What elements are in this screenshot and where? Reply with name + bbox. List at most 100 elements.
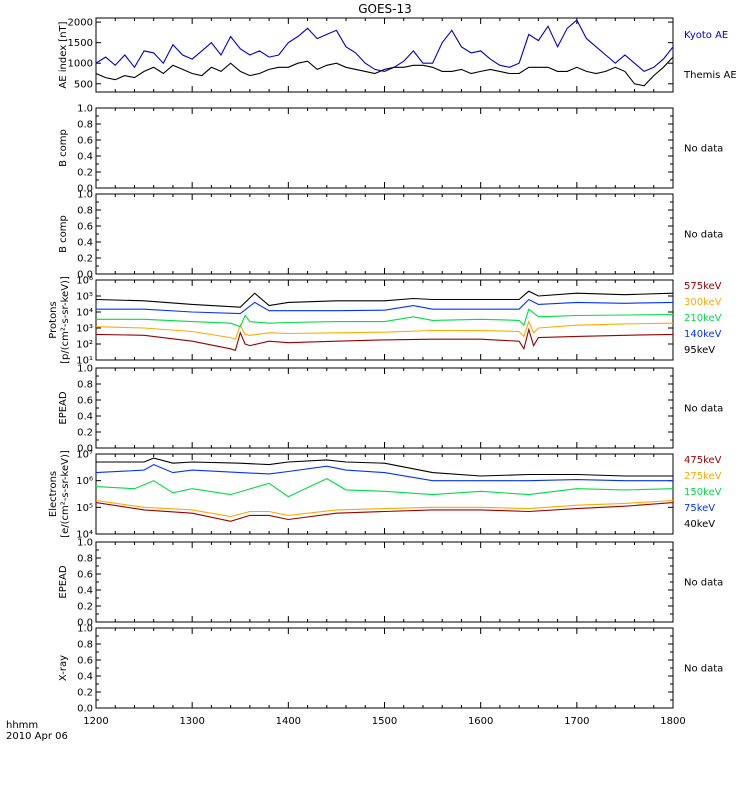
no-data-label: No data [684,578,723,589]
y-tick-label: 10⁴ [76,530,93,541]
y-tick-label: 0.6 [77,570,93,581]
legend-label: 475keV [684,455,722,466]
y-tick-label: 10⁵ [76,292,93,303]
x-tick-label: 1500 [372,716,397,727]
y-tick-label: 1.0 [77,624,93,635]
no-data-label: No data [684,144,723,155]
y-axis-label: X-ray [58,655,69,681]
y-axis-label: EPEAD [58,565,69,599]
y-tick-label: 0.0 [77,444,93,455]
x-axis-label: hhmm [6,720,38,731]
y-tick-label: 1.0 [77,190,93,201]
panel-b2: 0.0 0.2 0.4 0.6 0.8 1.0 B comp No data [58,190,723,281]
y-tick-label: 0.8 [77,206,93,217]
y-tick-label: 0.4 [77,672,93,683]
x-tick-label: 1600 [468,716,493,727]
y-tick-label: 0.8 [77,640,93,651]
y-tick-label: 0.0 [77,270,93,281]
legend-label: Themis AE [683,70,737,81]
panel-xray: 0.0 0.2 0.4 0.6 0.8 1.0 X-ray No data [58,624,723,715]
x-axis-date-label: 2010 Apr 06 [6,731,68,742]
series-line-40kev [96,457,673,477]
legend-label: 300keV [684,297,722,308]
y-tick-label: 10³ [76,324,93,335]
y-axis-label: Electrons [48,471,59,517]
panel-b1: 0.0 0.2 0.4 0.6 0.8 1.0 B comp No data [58,104,723,195]
series-line-575kev [96,327,673,352]
y-tick-label: 1.0 [77,104,93,115]
y-tick-label: 0.4 [77,152,93,163]
y-tick-label: 10⁴ [76,308,93,319]
y-tick-label: 0.6 [77,136,93,147]
y-axis-label: B comp [58,129,69,167]
y-tick-label: 0.0 [77,618,93,629]
series-line-kyoto-ae [96,19,673,73]
series-line-themis-ae [96,56,673,87]
legend-label: 575keV [684,281,722,292]
y-tick-label: 10⁶ [76,476,93,487]
series-line-95kev [96,290,673,308]
series-line-210kev [96,308,673,328]
x-tick-label: 1300 [179,716,204,727]
x-tick-label: 1400 [276,716,301,727]
y-tick-label: 10⁵ [76,503,93,514]
series-line-140kev [96,298,673,315]
no-data-label: No data [684,230,723,241]
y-tick-label: 1000 [68,59,93,70]
y-tick-label: 0.0 [77,184,93,195]
y-axis-label: Protons [48,301,59,338]
y-tick-label: 500 [74,79,93,90]
y-axis-label: EPEAD [58,391,69,425]
legend-label: 95keV [684,345,715,356]
y-tick-label: 10² [76,340,93,351]
y-tick-label: 0.2 [77,254,93,265]
x-tick-label: 1700 [564,716,589,727]
panel-electrons: 10⁴ 10⁵ 10⁶ 10⁷ Electrons [e/(cm²-s-sr-keV)] 4… [48,450,722,541]
series-line-300kev [96,320,673,340]
y-tick-label: 0.8 [77,120,93,131]
y-tick-label: 2000 [68,18,93,29]
y-tick-label: 0.2 [77,688,93,699]
legend-label: 150keV [684,487,722,498]
y-tick-label: 0.0 [77,704,93,715]
y-tick-label: 1500 [68,38,93,49]
y-axis-label: AE index [nT] [58,21,69,88]
series-line-75kev [96,463,673,482]
y-tick-label: 0.4 [77,586,93,597]
panel-epead1: 0.0 0.2 0.4 0.6 0.8 1.0 EPEAD No data [58,364,723,455]
y-tick-label: 1.0 [77,364,93,375]
y-tick-label: 0.6 [77,396,93,407]
figure-title: GOES-13 [358,2,412,16]
no-data-label: No data [684,664,723,675]
y-tick-label: 0.8 [77,554,93,565]
y-tick-label: 0.2 [77,168,93,179]
y-axis-unit-label: [e/(cm²-s-sr-keV)] [60,450,71,538]
y-tick-label: 0.2 [77,428,93,439]
legend-label: 210keV [684,313,722,324]
y-tick-label: 0.6 [77,656,93,667]
x-tick-label: 1200 [83,716,108,727]
legend-label: 40keV [684,519,715,530]
y-tick-label: 10¹ [76,356,93,367]
legend-label: 275keV [684,471,722,482]
y-tick-label: 1.0 [77,538,93,549]
y-tick-label: 0.4 [77,238,93,249]
no-data-label: No data [684,404,723,415]
panel-protons: 10¹ 10² 10³ 10⁴ 10⁵ 10⁶ Protons [p/(cm²-s-sr-ke… [48,276,722,367]
y-tick-label: 10⁷ [76,450,93,461]
panel-epead2: 0.0 0.2 0.4 0.6 0.8 1.0 EPEAD No data [58,538,723,629]
x-tick-label: 1800 [660,716,685,727]
y-axis-label: B comp [58,215,69,253]
y-tick-label: 0.2 [77,602,93,613]
legend-label: 140keV [684,329,722,340]
y-tick-label: 0.6 [77,222,93,233]
series-line-275kev [96,499,673,518]
y-tick-label: 10⁶ [76,276,93,287]
y-axis-unit-label: [p/(cm²-s-sr-keV)] [60,276,71,364]
y-tick-label: 0.8 [77,380,93,391]
series-line-150kev [96,477,673,498]
y-tick-label: 0.4 [77,412,93,423]
series-line-475kev [96,502,673,522]
